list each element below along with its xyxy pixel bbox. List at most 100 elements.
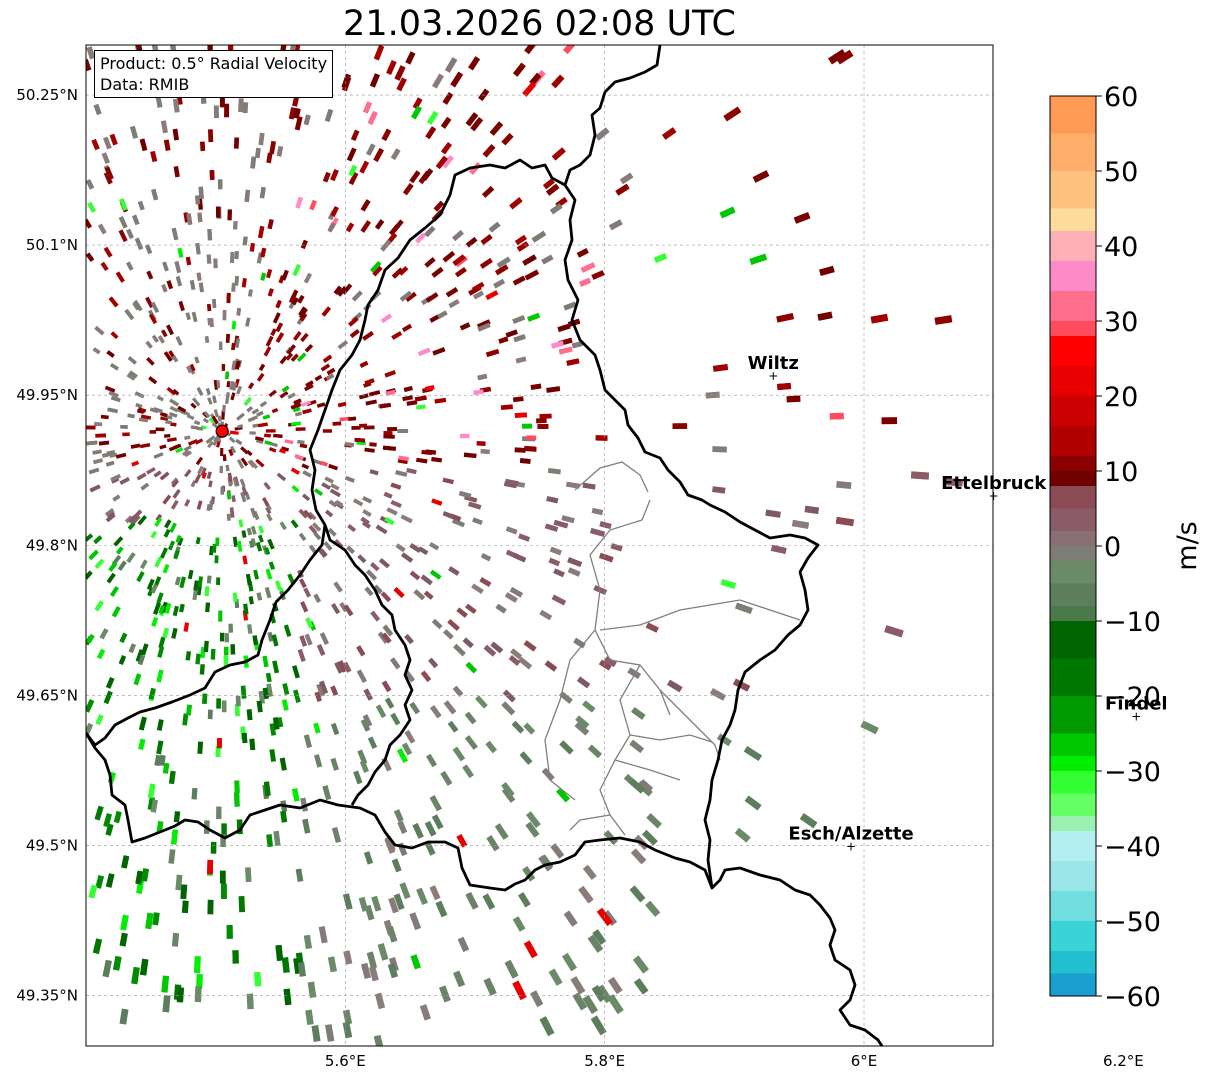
velocity-pixel [293, 689, 301, 703]
velocity-pixel [424, 820, 437, 837]
colorbar-tick-label: 20 [1104, 382, 1138, 413]
velocity-pixel [395, 470, 408, 477]
velocity-pixel [743, 745, 763, 762]
velocity-pixel [170, 477, 179, 486]
velocity-pixel [171, 932, 180, 947]
velocity-pixel [103, 690, 113, 705]
colorbar-swatch [1050, 583, 1096, 607]
velocity-pixel [539, 609, 553, 621]
city-label: Esch/Alzette [788, 823, 913, 844]
colorbar-tick-label: −30 [1104, 757, 1161, 788]
velocity-pixel [292, 330, 302, 341]
velocity-pixel [113, 810, 122, 824]
velocity-pixel [587, 934, 604, 953]
velocity-pixel [279, 391, 289, 399]
velocity-pixel [282, 683, 290, 695]
velocity-pixel [483, 644, 497, 657]
velocity-pixel [149, 430, 157, 434]
velocity-pixel [245, 317, 251, 327]
velocity-pixel [451, 518, 466, 528]
velocity-pixel [245, 573, 252, 586]
velocity-pixel [595, 127, 610, 141]
velocity-pixel [108, 561, 118, 572]
velocity-pixel [544, 523, 559, 532]
velocity-pixel [374, 992, 386, 1010]
velocity-pixel [734, 827, 751, 843]
velocity-pixel [910, 471, 930, 480]
velocity-pixel [416, 457, 428, 464]
velocity-pixel [723, 106, 742, 122]
velocity-pixel [127, 413, 135, 419]
velocity-pixel [92, 449, 102, 455]
velocity-pixel [118, 229, 128, 243]
velocity-pixel [363, 851, 374, 865]
velocity-pixel [239, 478, 246, 488]
velocity-pixel [603, 656, 617, 668]
velocity-pixel [582, 864, 597, 881]
colorbar-swatch [1050, 171, 1096, 209]
velocity-pixel [390, 499, 402, 509]
velocity-pixel [398, 455, 410, 462]
velocity-pixel [214, 555, 219, 564]
belgium-luxembourg-border [86, 45, 662, 747]
velocity-pixel [140, 559, 148, 570]
velocity-pixel [169, 398, 179, 407]
velocity-pixel [262, 655, 269, 668]
velocity-pixel [302, 408, 312, 415]
colorbar-swatch [1050, 921, 1096, 952]
velocity-pixel [386, 507, 398, 516]
velocity-pixel [225, 464, 230, 472]
velocity-pixel [301, 463, 310, 470]
velocity-pixel [537, 423, 549, 430]
velocity-pixel [220, 447, 224, 457]
velocity-pixel [712, 446, 727, 453]
velocity-pixel [241, 530, 247, 538]
velocity-pixel [719, 206, 736, 219]
velocity-pixel [390, 712, 401, 726]
velocity-pixel [370, 562, 380, 572]
velocity-pixel [367, 110, 378, 125]
velocity-pixel [279, 355, 288, 365]
velocity-pixel [502, 689, 516, 703]
velocity-pixel [666, 679, 683, 693]
velocity-pixel [252, 423, 259, 428]
velocity-pixel [817, 311, 833, 321]
velocity-pixel [536, 418, 547, 424]
velocity-pixel [255, 436, 264, 442]
velocity-pixel [471, 281, 485, 292]
velocity-pixel [256, 592, 263, 601]
velocity-pixel [216, 738, 222, 749]
city-marker: + [1131, 709, 1141, 723]
velocity-pixel [330, 685, 339, 696]
velocity-pixel [118, 216, 128, 229]
colorbar-swatch [1050, 456, 1096, 472]
velocity-pixel [216, 698, 221, 709]
colorbar-unit-label: m/s [1172, 521, 1203, 570]
velocity-pixel [157, 646, 165, 658]
velocity-pixel [222, 454, 227, 461]
luxembourg-west-border [323, 524, 414, 806]
velocity-pixel [173, 811, 181, 823]
velocity-pixel [97, 223, 107, 235]
velocity-pixel [399, 290, 413, 302]
colorbar-swatch [1050, 96, 1096, 134]
velocity-pixel [134, 237, 144, 250]
velocity-pixel [197, 576, 204, 587]
velocity-pixel [258, 225, 265, 239]
velocity-pixel [292, 788, 300, 802]
velocity-pixel [496, 256, 511, 268]
velocity-pixel [300, 797, 309, 812]
velocity-pixel [526, 811, 541, 828]
longitude-tick-labels: 5.6°E5.8°E6°E6.2°E6.4°E6.6°E [325, 1052, 1144, 1070]
velocity-pixel [163, 139, 171, 151]
velocity-pixel [429, 795, 442, 812]
velocity-pixel [765, 509, 781, 518]
velocity-pixel [402, 395, 414, 402]
velocity-pixel [246, 406, 254, 413]
velocity-pixel [305, 617, 314, 629]
velocity-pixel [386, 59, 397, 76]
canton-line-7 [569, 664, 641, 831]
velocity-pixel [331, 826, 342, 844]
lat-tick-label: 49.35°N [16, 986, 78, 1004]
velocity-pixel [250, 537, 257, 547]
